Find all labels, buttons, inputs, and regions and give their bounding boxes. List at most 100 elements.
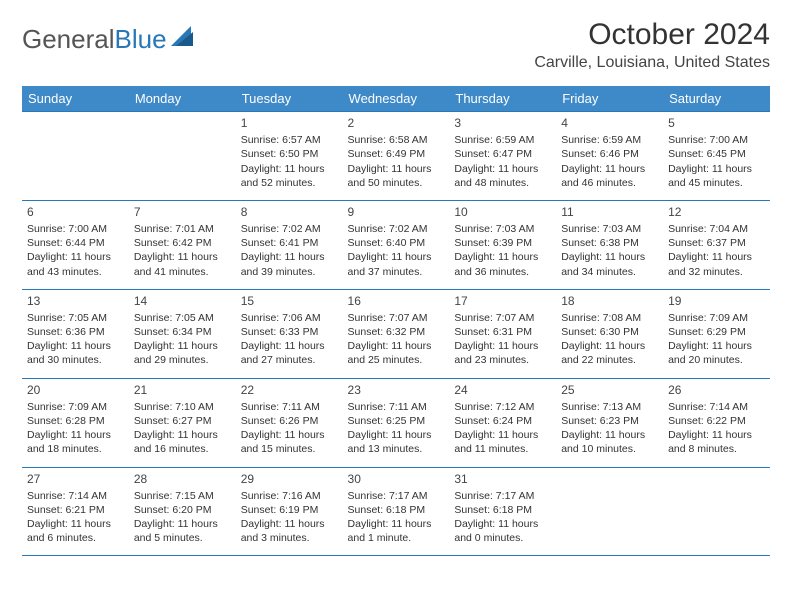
calendar-cell: 18Sunrise: 7:08 AMSunset: 6:30 PMDayligh… — [556, 289, 663, 378]
sunset-text: Sunset: 6:26 PM — [241, 414, 338, 428]
sunset-text: Sunset: 6:46 PM — [561, 147, 658, 161]
sunrise-text: Sunrise: 7:02 AM — [241, 222, 338, 236]
sunrise-text: Sunrise: 7:13 AM — [561, 400, 658, 414]
sunrise-text: Sunrise: 7:14 AM — [668, 400, 765, 414]
sunset-text: Sunset: 6:29 PM — [668, 325, 765, 339]
sunset-text: Sunset: 6:39 PM — [454, 236, 551, 250]
sunrise-text: Sunrise: 7:16 AM — [241, 489, 338, 503]
sunrise-text: Sunrise: 7:11 AM — [241, 400, 338, 414]
day-number: 2 — [348, 115, 445, 131]
day-number: 19 — [668, 293, 765, 309]
calendar-cell: 2Sunrise: 6:58 AMSunset: 6:49 PMDaylight… — [343, 112, 450, 201]
daylight-text: Daylight: 11 hours and 0 minutes. — [454, 517, 551, 545]
sunset-text: Sunset: 6:50 PM — [241, 147, 338, 161]
month-title: October 2024 — [534, 18, 770, 52]
brand-part2: Blue — [115, 24, 167, 55]
sunset-text: Sunset: 6:31 PM — [454, 325, 551, 339]
daylight-text: Daylight: 11 hours and 18 minutes. — [27, 428, 124, 456]
calendar-cell — [129, 112, 236, 201]
calendar-row: 13Sunrise: 7:05 AMSunset: 6:36 PMDayligh… — [22, 289, 770, 378]
calendar-cell: 23Sunrise: 7:11 AMSunset: 6:25 PMDayligh… — [343, 378, 450, 467]
sunrise-text: Sunrise: 7:02 AM — [348, 222, 445, 236]
day-number: 31 — [454, 471, 551, 487]
calendar-row: 27Sunrise: 7:14 AMSunset: 6:21 PMDayligh… — [22, 467, 770, 556]
day-number: 18 — [561, 293, 658, 309]
weekday-header: Friday — [556, 86, 663, 112]
location: Carville, Louisiana, United States — [534, 54, 770, 72]
daylight-text: Daylight: 11 hours and 22 minutes. — [561, 339, 658, 367]
weekday-header: Saturday — [663, 86, 770, 112]
sunset-text: Sunset: 6:33 PM — [241, 325, 338, 339]
weekday-header: Thursday — [449, 86, 556, 112]
daylight-text: Daylight: 11 hours and 5 minutes. — [134, 517, 231, 545]
day-number: 9 — [348, 204, 445, 220]
daylight-text: Daylight: 11 hours and 41 minutes. — [134, 250, 231, 278]
calendar-cell: 19Sunrise: 7:09 AMSunset: 6:29 PMDayligh… — [663, 289, 770, 378]
sunset-text: Sunset: 6:40 PM — [348, 236, 445, 250]
day-number: 10 — [454, 204, 551, 220]
day-number: 14 — [134, 293, 231, 309]
sunrise-text: Sunrise: 6:57 AM — [241, 133, 338, 147]
sunset-text: Sunset: 6:37 PM — [668, 236, 765, 250]
calendar-cell: 20Sunrise: 7:09 AMSunset: 6:28 PMDayligh… — [22, 378, 129, 467]
sunset-text: Sunset: 6:18 PM — [348, 503, 445, 517]
sunset-text: Sunset: 6:28 PM — [27, 414, 124, 428]
sunrise-text: Sunrise: 7:17 AM — [454, 489, 551, 503]
calendar-cell: 3Sunrise: 6:59 AMSunset: 6:47 PMDaylight… — [449, 112, 556, 201]
sunset-text: Sunset: 6:41 PM — [241, 236, 338, 250]
calendar-cell — [663, 467, 770, 556]
daylight-text: Daylight: 11 hours and 39 minutes. — [241, 250, 338, 278]
daylight-text: Daylight: 11 hours and 10 minutes. — [561, 428, 658, 456]
sunset-text: Sunset: 6:47 PM — [454, 147, 551, 161]
weekday-header: Monday — [129, 86, 236, 112]
daylight-text: Daylight: 11 hours and 50 minutes. — [348, 162, 445, 190]
weekday-header: Wednesday — [343, 86, 450, 112]
calendar-cell: 6Sunrise: 7:00 AMSunset: 6:44 PMDaylight… — [22, 200, 129, 289]
sunset-text: Sunset: 6:19 PM — [241, 503, 338, 517]
daylight-text: Daylight: 11 hours and 15 minutes. — [241, 428, 338, 456]
day-number: 7 — [134, 204, 231, 220]
day-number: 13 — [27, 293, 124, 309]
daylight-text: Daylight: 11 hours and 27 minutes. — [241, 339, 338, 367]
sunrise-text: Sunrise: 6:59 AM — [454, 133, 551, 147]
calendar-cell — [556, 467, 663, 556]
calendar-cell: 1 Sunrise: 6:57 AMSunset: 6:50 PMDaylight… — [236, 112, 343, 201]
day-number: 16 — [348, 293, 445, 309]
calendar-cell: 29Sunrise: 7:16 AMSunset: 6:19 PMDayligh… — [236, 467, 343, 556]
daylight-text: Daylight: 11 hours and 52 minutes. — [241, 162, 338, 190]
calendar-cell: 5Sunrise: 7:00 AMSunset: 6:45 PMDaylight… — [663, 112, 770, 201]
day-number: 28 — [134, 471, 231, 487]
calendar-cell: 27Sunrise: 7:14 AMSunset: 6:21 PMDayligh… — [22, 467, 129, 556]
daylight-text: Daylight: 11 hours and 3 minutes. — [241, 517, 338, 545]
calendar-row: 20Sunrise: 7:09 AMSunset: 6:28 PMDayligh… — [22, 378, 770, 467]
day-number: 4 — [561, 115, 658, 131]
daylight-text: Daylight: 11 hours and 11 minutes. — [454, 428, 551, 456]
daylight-text: Daylight: 11 hours and 8 minutes. — [668, 428, 765, 456]
calendar-cell: 15Sunrise: 7:06 AMSunset: 6:33 PMDayligh… — [236, 289, 343, 378]
day-number: 30 — [348, 471, 445, 487]
calendar-table: SundayMondayTuesdayWednesdayThursdayFrid… — [22, 86, 770, 556]
day-number: 1 — [241, 115, 338, 131]
day-number: 23 — [348, 382, 445, 398]
sunset-text: Sunset: 6:30 PM — [561, 325, 658, 339]
sunset-text: Sunset: 6:49 PM — [348, 147, 445, 161]
daylight-text: Daylight: 11 hours and 32 minutes. — [668, 250, 765, 278]
sunrise-text: Sunrise: 7:09 AM — [668, 311, 765, 325]
day-number: 25 — [561, 382, 658, 398]
sunrise-text: Sunrise: 7:10 AM — [134, 400, 231, 414]
sunrise-text: Sunrise: 7:01 AM — [134, 222, 231, 236]
calendar-cell: 16Sunrise: 7:07 AMSunset: 6:32 PMDayligh… — [343, 289, 450, 378]
sunrise-text: Sunrise: 7:07 AM — [454, 311, 551, 325]
sunrise-text: Sunrise: 7:05 AM — [27, 311, 124, 325]
sunrise-text: Sunrise: 7:14 AM — [27, 489, 124, 503]
sunset-text: Sunset: 6:18 PM — [454, 503, 551, 517]
calendar-cell: 25Sunrise: 7:13 AMSunset: 6:23 PMDayligh… — [556, 378, 663, 467]
daylight-text: Daylight: 11 hours and 46 minutes. — [561, 162, 658, 190]
calendar-cell: 13Sunrise: 7:05 AMSunset: 6:36 PMDayligh… — [22, 289, 129, 378]
daylight-text: Daylight: 11 hours and 36 minutes. — [454, 250, 551, 278]
calendar-cell: 9Sunrise: 7:02 AMSunset: 6:40 PMDaylight… — [343, 200, 450, 289]
sunset-text: Sunset: 6:34 PM — [134, 325, 231, 339]
day-number: 3 — [454, 115, 551, 131]
calendar-cell: 4Sunrise: 6:59 AMSunset: 6:46 PMDaylight… — [556, 112, 663, 201]
weekday-header: Sunday — [22, 86, 129, 112]
